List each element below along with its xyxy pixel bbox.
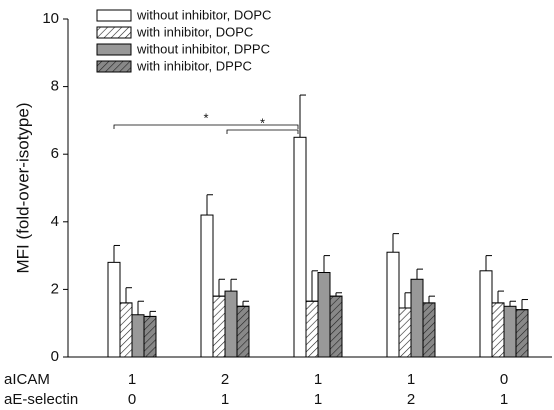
x-tick-label: 1 <box>128 371 136 388</box>
y-tick-label: 4 <box>51 213 59 230</box>
bar-hatch <box>212 295 226 358</box>
bar <box>107 261 121 358</box>
significance-label: * <box>203 110 208 125</box>
x-row-name: aE-selectin <box>4 391 78 408</box>
y-tick-label: 6 <box>51 145 59 162</box>
legend-hatch <box>96 60 132 73</box>
x-tick-label: 1 <box>314 391 322 408</box>
bar-hatch <box>119 302 133 358</box>
bar-hatch <box>143 315 157 358</box>
x-tick-label: 1 <box>407 371 415 388</box>
bar <box>503 305 517 358</box>
legend-swatch <box>96 9 132 22</box>
x-tick-label: 2 <box>407 391 415 408</box>
bar-hatch <box>491 302 505 358</box>
legend-swatch <box>96 43 132 56</box>
bar <box>200 214 214 358</box>
y-tick-label: 2 <box>51 280 59 297</box>
significance-label: * <box>260 115 265 130</box>
bar <box>317 272 331 358</box>
x-tick-label: 1 <box>500 391 508 408</box>
legend-label: with inhibitor, DPPC <box>136 58 252 73</box>
x-tick-label: 2 <box>221 371 229 388</box>
legend-label: without inhibitor, DPPC <box>136 41 270 56</box>
y-tick-label: 8 <box>51 78 59 95</box>
bar-hatch <box>329 295 343 358</box>
y-tick-label: 0 <box>51 348 59 365</box>
bar <box>224 290 238 358</box>
x-row-name: aICAM <box>4 371 50 388</box>
bar-hatch <box>236 305 250 358</box>
bar-hatch <box>422 302 436 358</box>
x-tick-label: 1 <box>314 371 322 388</box>
significance-bracket <box>226 129 299 134</box>
bar <box>131 314 145 358</box>
legend-label: without inhibitor, DOPC <box>136 7 271 22</box>
legend-hatch <box>96 26 132 39</box>
bar-hatch <box>305 300 319 358</box>
x-tick-label: 0 <box>128 391 136 408</box>
x-tick-label: 1 <box>221 391 229 408</box>
bar-hatch <box>515 309 529 358</box>
legend-label: with inhibitor, DOPC <box>136 24 253 39</box>
bar <box>293 136 307 358</box>
bar-hatch <box>398 307 412 358</box>
bar <box>386 251 400 358</box>
y-tick-label: 10 <box>42 10 59 27</box>
bar <box>479 270 493 358</box>
y-axis-label: MFI (fold-over-isotype) <box>13 103 32 274</box>
bar <box>410 278 424 358</box>
significance-bracket <box>113 124 299 129</box>
x-tick-label: 0 <box>500 371 508 388</box>
